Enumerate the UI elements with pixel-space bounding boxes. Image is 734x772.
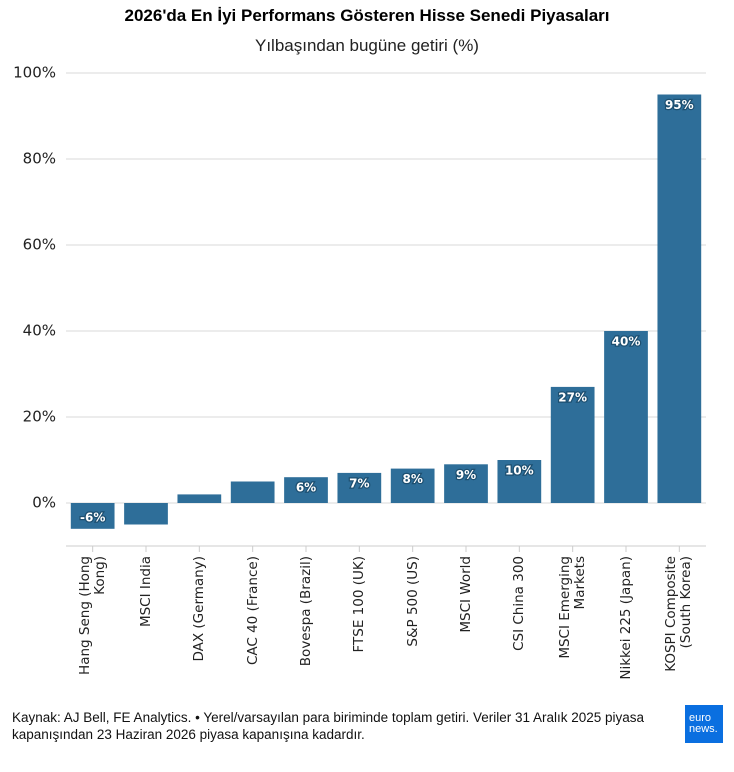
bar	[124, 503, 168, 525]
x-tick-label: Hang Seng (Hong Kong)	[76, 556, 108, 675]
y-tick-label: 60%	[23, 236, 56, 254]
x-tick-label: DAX (Germany)	[190, 556, 207, 662]
data-label: 7%	[349, 476, 369, 490]
data-label: 95%	[665, 98, 694, 112]
bar	[70, 503, 115, 529]
x-tick-label: Bovespa (Brazil)	[297, 556, 314, 667]
bar	[230, 481, 275, 503]
data-label: -6%	[80, 510, 105, 524]
bar	[390, 468, 435, 503]
x-tick-label: FTSE 100 (UK)	[350, 556, 367, 653]
data-label: 40%	[612, 335, 641, 349]
data-label: 6%	[296, 481, 316, 495]
bar	[604, 331, 648, 503]
y-tick-label: 100%	[13, 64, 56, 82]
y-tick-label: 20%	[23, 408, 56, 426]
bar	[284, 477, 328, 503]
logo: euro news.	[685, 705, 723, 743]
data-label: 9%	[456, 468, 476, 482]
x-tick-label: KOSPI Composite (South Korea)	[663, 556, 695, 672]
y-tick-label: 40%	[23, 322, 56, 340]
x-tick-label: Nikkei 225 (Japan)	[617, 556, 634, 680]
data-label: 27%	[558, 390, 587, 404]
chart-subtitle: Yılbaşından bugüne getiri (%)	[255, 36, 479, 55]
logo-text: euro	[689, 712, 712, 724]
bar	[337, 472, 382, 503]
bar	[657, 94, 702, 503]
bar	[550, 386, 595, 503]
x-tick-label: CSI China 300	[510, 556, 527, 651]
x-tick-label: CAC 40 (France)	[244, 556, 261, 666]
x-tick-label: MSCI India	[137, 556, 154, 628]
bar	[497, 460, 542, 503]
y-tick-label: 0%	[32, 494, 56, 512]
data-label: 8%	[402, 472, 422, 486]
x-tick-label: MSCI Emerging Markets	[556, 556, 588, 659]
bar	[444, 464, 488, 503]
y-tick-label: 80%	[23, 150, 56, 168]
source-note: Kaynak: AJ Bell, FE Analytics. • Yerel/v…	[12, 710, 645, 742]
x-tick-label: MSCI World	[457, 556, 474, 633]
logo-text: news.	[689, 723, 718, 735]
chart-title: 2026'da En İyi Performans Gösteren Hisse…	[124, 6, 610, 25]
x-tick-label: S&P 500 (US)	[404, 556, 421, 647]
data-label: 10%	[505, 464, 534, 478]
bar	[177, 494, 222, 503]
